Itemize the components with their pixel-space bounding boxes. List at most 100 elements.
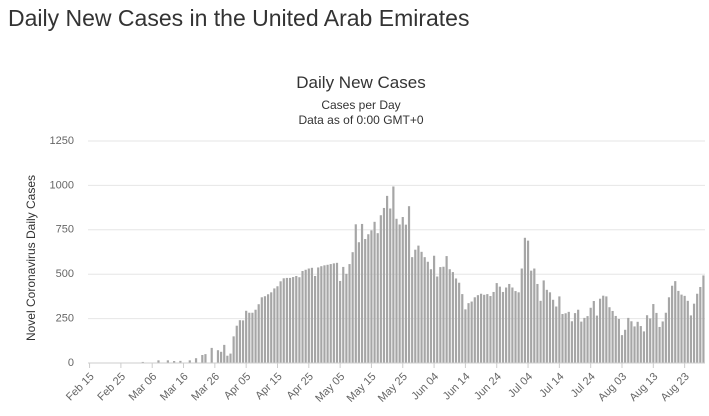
bar [505,287,508,363]
bar [508,283,511,363]
bar [589,307,592,363]
bar [370,230,373,363]
bar [533,268,536,363]
bar [279,281,282,363]
bar [285,277,288,363]
bar [611,310,614,363]
bar [351,252,354,363]
bar [498,286,501,363]
bar [364,239,367,363]
bar [420,251,423,363]
x-tick-label: Jul 04 [506,371,535,400]
bar [232,336,235,363]
bar [667,297,671,363]
bar [664,312,667,363]
bar [542,280,545,363]
bar [348,264,351,363]
bar [257,304,260,363]
bar [335,262,339,363]
bar [345,273,348,363]
x-tick-label: May 15 [345,371,379,405]
bar [470,301,473,363]
bar [539,300,542,363]
bar [642,331,646,363]
bar [223,344,226,363]
bar [492,291,495,363]
bar [188,360,191,363]
bar [298,277,301,363]
x-tick-label: Apr 05 [222,371,253,402]
bar [483,294,486,363]
bar [570,321,573,363]
bar [652,304,655,363]
bar [555,306,558,363]
bar [357,242,361,363]
chart-title: Daily New Cases [296,73,425,92]
bar [270,292,273,363]
bar [301,271,304,363]
y-tick-label: 1000 [50,179,74,191]
bar [210,347,213,363]
bar [602,295,605,363]
bar [354,224,357,363]
bar [624,329,627,363]
bar [226,355,229,363]
page-title: Daily New Cases in the United Arab Emira… [8,5,469,31]
bar [473,297,476,363]
x-tick-label: Jun 24 [472,371,504,403]
bar [464,309,467,363]
bar [173,361,176,363]
bar [692,303,696,363]
bar [332,263,335,363]
x-tick-label: Mar 06 [127,371,160,404]
bar [561,313,564,363]
bar [276,286,279,363]
bar [548,292,552,363]
x-tick-label: Apr 25 [285,371,316,402]
bar [567,311,570,363]
bar [680,294,683,363]
bar [583,317,586,363]
bar [645,315,649,363]
bar [376,233,379,363]
x-tick-label: Feb 15 [64,371,97,404]
chart-subtitle: Cases per Day [321,98,400,112]
x-tick-label: Aug 03 [596,371,629,404]
bar [486,294,489,363]
x-tick-label: May 05 [313,371,347,405]
bar [620,335,624,363]
bar [614,315,617,363]
bar [636,321,639,363]
bar [229,353,232,363]
chart-note: Data as of 0:00 GMT+0 [298,113,423,127]
bar [436,276,439,363]
bar [458,282,461,363]
bar [414,249,417,363]
bar [201,355,204,363]
bar [526,240,530,363]
x-tick-label: Jul 24 [569,371,598,400]
bar [674,281,677,363]
bar [329,264,332,363]
bar [439,267,442,363]
bar [386,195,389,363]
bar [639,326,642,363]
bar [194,358,198,363]
bar [633,326,636,363]
bar [511,287,514,363]
bar [489,296,492,363]
x-tick-label: Mar 16 [158,371,191,404]
x-tick-label: Apr 15 [253,371,284,402]
bar [467,303,470,363]
bar [683,295,686,363]
bar [580,321,583,363]
bar [501,291,505,363]
bar [216,350,220,363]
bar [204,354,207,363]
bar [451,272,454,363]
x-tick-label: Jul 14 [537,371,566,400]
bar [658,326,661,363]
bar [592,301,595,363]
bar [251,312,254,363]
bar [577,309,580,363]
